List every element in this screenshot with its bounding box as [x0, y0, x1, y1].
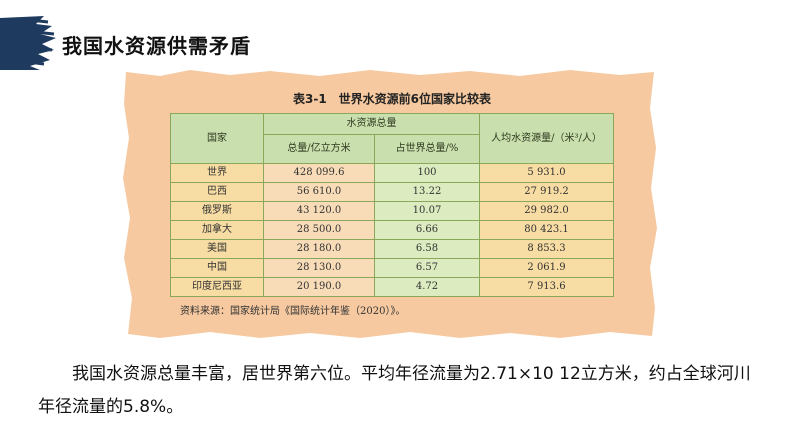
table-row: 美国 28 180.0 6.58 8 853.3 [170, 239, 614, 259]
cell-per-capita: 8 853.3 [479, 239, 614, 259]
comparison-table-card: 表3-1 世界水资源前6位国家比较表 国家 水资源总量 人均水资源量/（米³/人… [170, 90, 614, 317]
cell-total: 43 120.0 [263, 201, 375, 221]
header-water-total-group: 水资源总量 [263, 113, 480, 135]
table-row: 印度尼西亚 20 190.0 4.72 7 913.6 [170, 277, 614, 297]
cell-country: 加拿大 [170, 220, 264, 240]
header-share: 占世界总量/% [374, 134, 480, 164]
table-row: 中国 28 130.0 6.57 2 061.9 [170, 258, 614, 278]
cell-share: 6.58 [374, 239, 480, 259]
body-paragraph: 我国水资源总量丰富，居世界第六位。平均年径流量为2.71×10 12立方米，约占… [38, 364, 751, 417]
cell-country: 俄罗斯 [170, 201, 264, 221]
cell-share: 100 [374, 163, 480, 183]
cell-total: 28 130.0 [263, 258, 375, 278]
cell-per-capita: 27 919.2 [479, 182, 614, 202]
header-country: 国家 [170, 113, 264, 164]
cell-total: 20 190.0 [263, 277, 375, 297]
cell-country: 巴西 [170, 182, 264, 202]
cell-share: 13.22 [374, 182, 480, 202]
cell-share: 6.66 [374, 220, 480, 240]
table-caption: 表3-1 世界水资源前6位国家比较表 [292, 92, 492, 106]
cell-country: 美国 [170, 239, 264, 259]
cell-total: 56 610.0 [263, 182, 375, 202]
cell-share: 6.57 [374, 258, 480, 278]
cell-country: 印度尼西亚 [170, 277, 264, 297]
brush-stroke-decoration [0, 16, 56, 70]
cell-per-capita: 29 982.0 [479, 201, 614, 221]
cell-share: 10.07 [374, 201, 480, 221]
header-total: 总量/亿立方米 [263, 134, 375, 164]
table-row: 巴西 56 610.0 13.22 27 919.2 [170, 182, 614, 202]
cell-share: 4.72 [374, 277, 480, 297]
cell-total: 428 099.6 [263, 163, 375, 183]
table-source-note: 资料来源：国家统计局《国际统计年鉴（2020）》。 [180, 306, 406, 317]
table-row: 俄罗斯 43 120.0 10.07 29 982.0 [170, 201, 614, 221]
cell-total: 28 500.0 [263, 220, 375, 240]
cell-per-capita: 80 423.1 [479, 220, 614, 240]
cell-country: 世界 [170, 163, 264, 183]
table-row: 加拿大 28 500.0 6.66 80 423.1 [170, 220, 614, 240]
cell-per-capita: 2 061.9 [479, 258, 614, 278]
cell-per-capita: 5 931.0 [479, 163, 614, 183]
water-resources-table: 国家 水资源总量 人均水资源量/（米³/人） 总量/亿立方米 占世界总量/% 世… [170, 113, 614, 297]
cell-total: 28 180.0 [263, 239, 375, 259]
cell-country: 中国 [170, 258, 264, 278]
cell-per-capita: 7 913.6 [479, 277, 614, 297]
header-per-capita: 人均水资源量/（米³/人） [479, 113, 614, 164]
table-row: 世界 428 099.6 100 5 931.0 [170, 163, 614, 183]
page-title: 我国水资源供需矛盾 [62, 34, 251, 58]
